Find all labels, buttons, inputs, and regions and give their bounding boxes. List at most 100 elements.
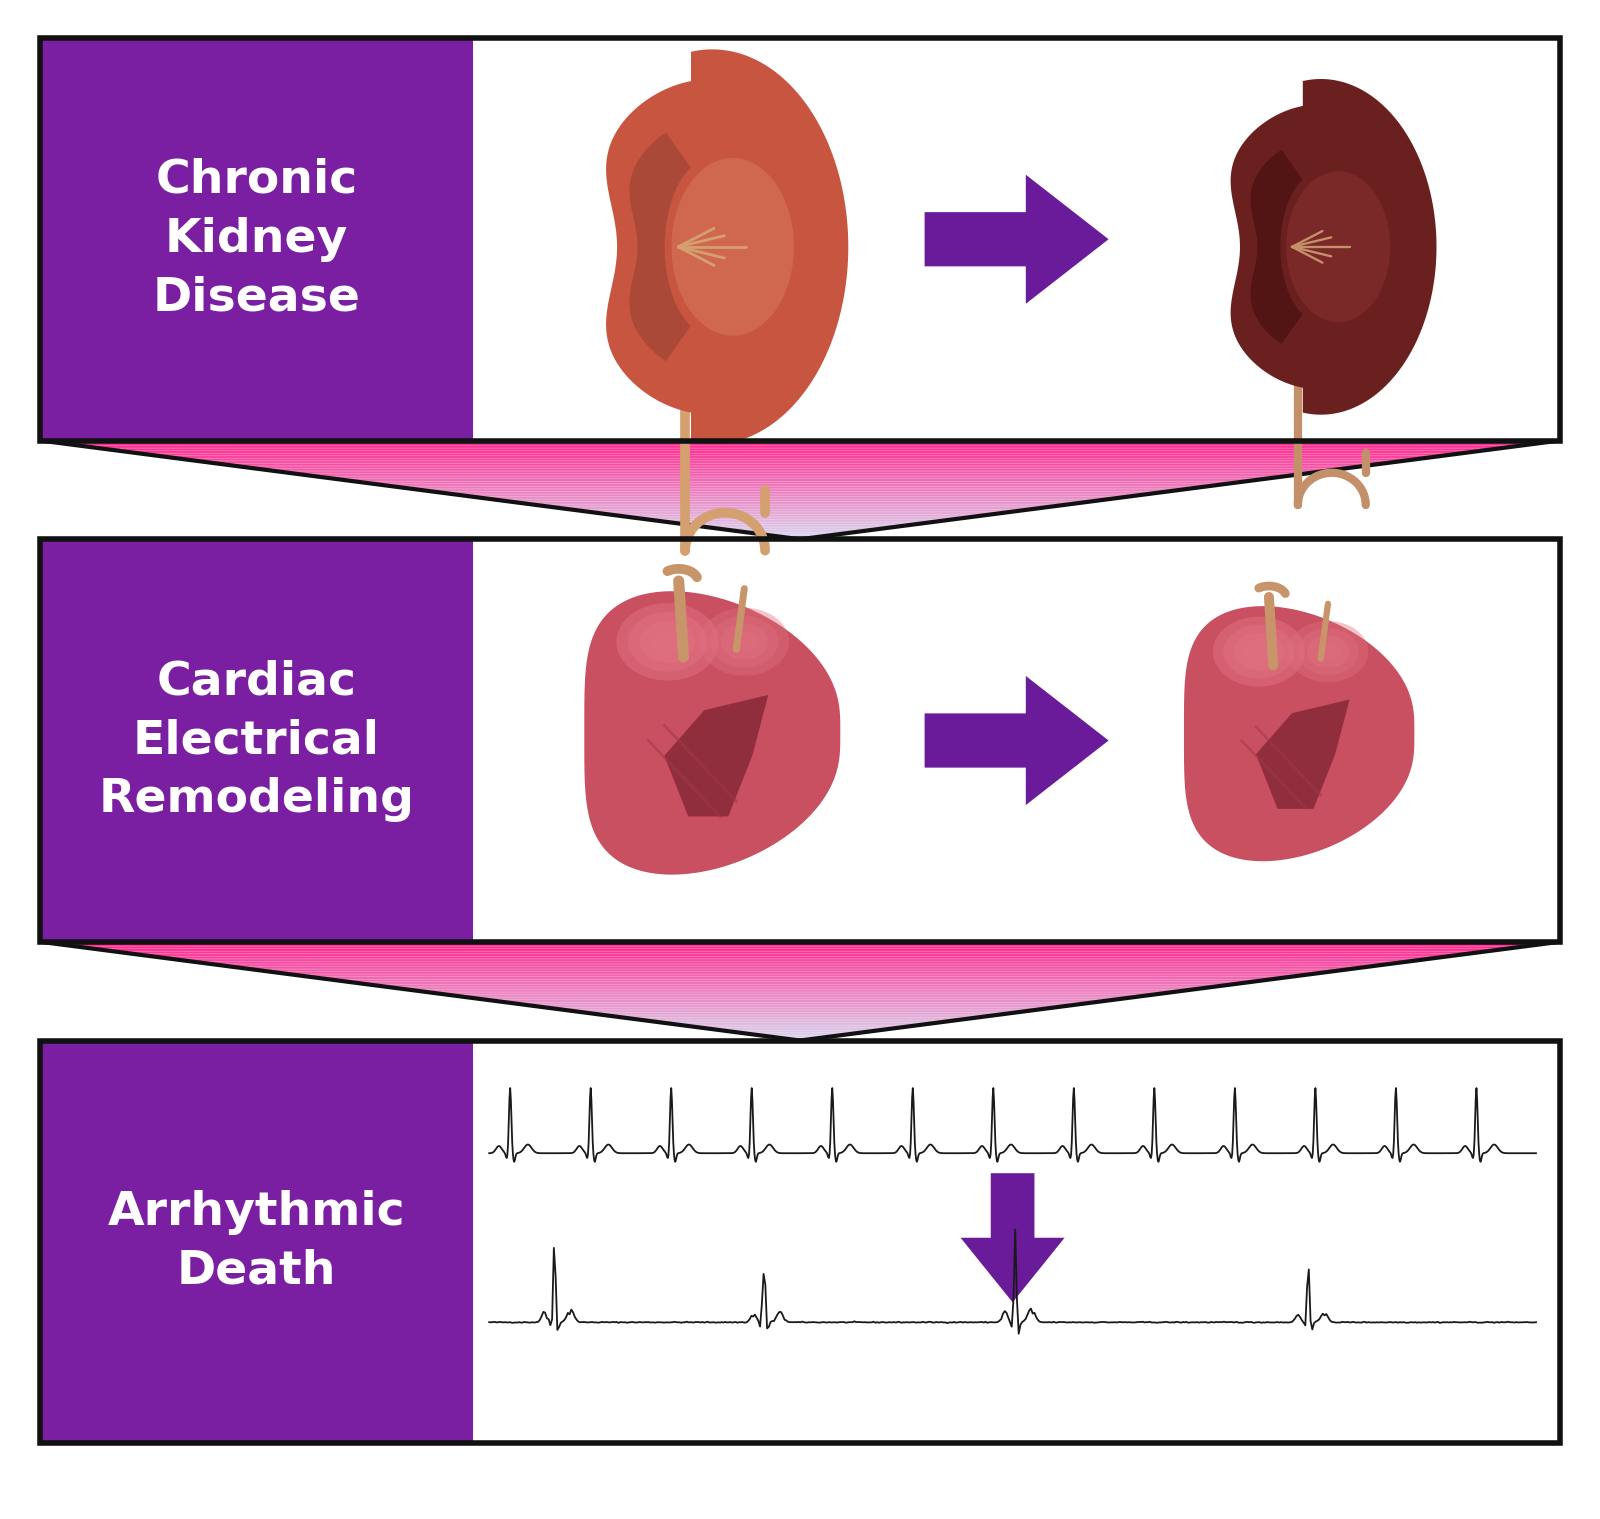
Polygon shape (749, 533, 851, 535)
Polygon shape (723, 530, 877, 532)
Polygon shape (470, 497, 1130, 498)
Polygon shape (230, 966, 1370, 968)
Polygon shape (40, 38, 1560, 441)
Polygon shape (606, 50, 848, 444)
Polygon shape (960, 1173, 1064, 1302)
Polygon shape (141, 454, 1459, 456)
Polygon shape (629, 612, 707, 671)
Polygon shape (318, 978, 1282, 980)
Polygon shape (509, 1003, 1091, 1004)
Polygon shape (661, 1022, 939, 1024)
Polygon shape (293, 975, 1307, 977)
Polygon shape (40, 1041, 1560, 1443)
Polygon shape (166, 958, 1434, 960)
Polygon shape (661, 521, 939, 523)
Polygon shape (597, 513, 1003, 515)
Polygon shape (382, 986, 1218, 987)
Polygon shape (496, 1001, 1104, 1003)
Polygon shape (40, 942, 1560, 943)
Polygon shape (774, 536, 826, 538)
Polygon shape (331, 980, 1269, 981)
Polygon shape (1256, 699, 1349, 810)
Polygon shape (78, 946, 1522, 948)
Polygon shape (723, 1031, 877, 1033)
Polygon shape (192, 460, 1408, 462)
Polygon shape (635, 518, 965, 519)
Polygon shape (218, 463, 1382, 465)
Polygon shape (293, 474, 1307, 475)
Polygon shape (483, 1000, 1117, 1001)
Polygon shape (66, 945, 1534, 946)
Polygon shape (1286, 172, 1390, 322)
Polygon shape (445, 995, 1155, 996)
Polygon shape (205, 963, 1395, 965)
Polygon shape (534, 1006, 1066, 1007)
Polygon shape (419, 491, 1181, 492)
Polygon shape (640, 621, 696, 662)
Polygon shape (651, 630, 683, 653)
Polygon shape (382, 485, 1218, 486)
Polygon shape (432, 492, 1168, 494)
Polygon shape (672, 158, 794, 336)
Polygon shape (408, 488, 1192, 491)
Polygon shape (1298, 629, 1358, 674)
Polygon shape (269, 471, 1331, 472)
Polygon shape (344, 480, 1256, 482)
Polygon shape (256, 468, 1344, 471)
Polygon shape (762, 535, 838, 536)
Polygon shape (91, 447, 1509, 448)
Polygon shape (522, 503, 1078, 504)
Polygon shape (53, 442, 1547, 444)
Polygon shape (509, 501, 1091, 503)
Polygon shape (53, 943, 1547, 945)
Polygon shape (395, 987, 1205, 989)
Polygon shape (395, 486, 1205, 488)
Polygon shape (344, 981, 1256, 983)
Polygon shape (1245, 641, 1274, 662)
Polygon shape (141, 955, 1459, 957)
Polygon shape (40, 539, 474, 942)
Polygon shape (610, 1016, 990, 1018)
Polygon shape (218, 965, 1382, 966)
Polygon shape (597, 1015, 1003, 1016)
Polygon shape (547, 1007, 1053, 1009)
Polygon shape (78, 445, 1522, 447)
Polygon shape (1213, 617, 1306, 687)
Polygon shape (192, 962, 1408, 963)
Polygon shape (205, 462, 1395, 463)
Polygon shape (622, 516, 978, 518)
Polygon shape (699, 1027, 901, 1028)
Polygon shape (573, 1012, 1027, 1013)
Polygon shape (699, 608, 789, 676)
Polygon shape (774, 1037, 826, 1039)
Polygon shape (573, 510, 1027, 512)
Polygon shape (432, 993, 1168, 995)
Polygon shape (470, 998, 1130, 1000)
Polygon shape (686, 524, 914, 526)
Text: Chronic
Kidney
Disease: Chronic Kidney Disease (152, 158, 360, 321)
Polygon shape (522, 1004, 1078, 1006)
Polygon shape (629, 132, 691, 362)
Polygon shape (1317, 643, 1339, 661)
Polygon shape (104, 448, 1496, 450)
Polygon shape (496, 500, 1104, 501)
Polygon shape (154, 456, 1446, 457)
Polygon shape (699, 526, 901, 527)
Polygon shape (128, 453, 1472, 454)
Polygon shape (560, 507, 1040, 510)
Polygon shape (66, 444, 1534, 445)
Polygon shape (1230, 79, 1437, 415)
Polygon shape (584, 1013, 1016, 1015)
Polygon shape (547, 506, 1053, 507)
Polygon shape (674, 523, 926, 524)
Polygon shape (674, 1024, 926, 1025)
Polygon shape (306, 475, 1294, 477)
Polygon shape (419, 990, 1181, 993)
Polygon shape (179, 960, 1421, 962)
Polygon shape (40, 38, 474, 441)
Polygon shape (722, 624, 768, 659)
Polygon shape (736, 532, 864, 533)
Polygon shape (712, 1028, 888, 1031)
Polygon shape (787, 538, 813, 539)
Polygon shape (256, 969, 1344, 972)
